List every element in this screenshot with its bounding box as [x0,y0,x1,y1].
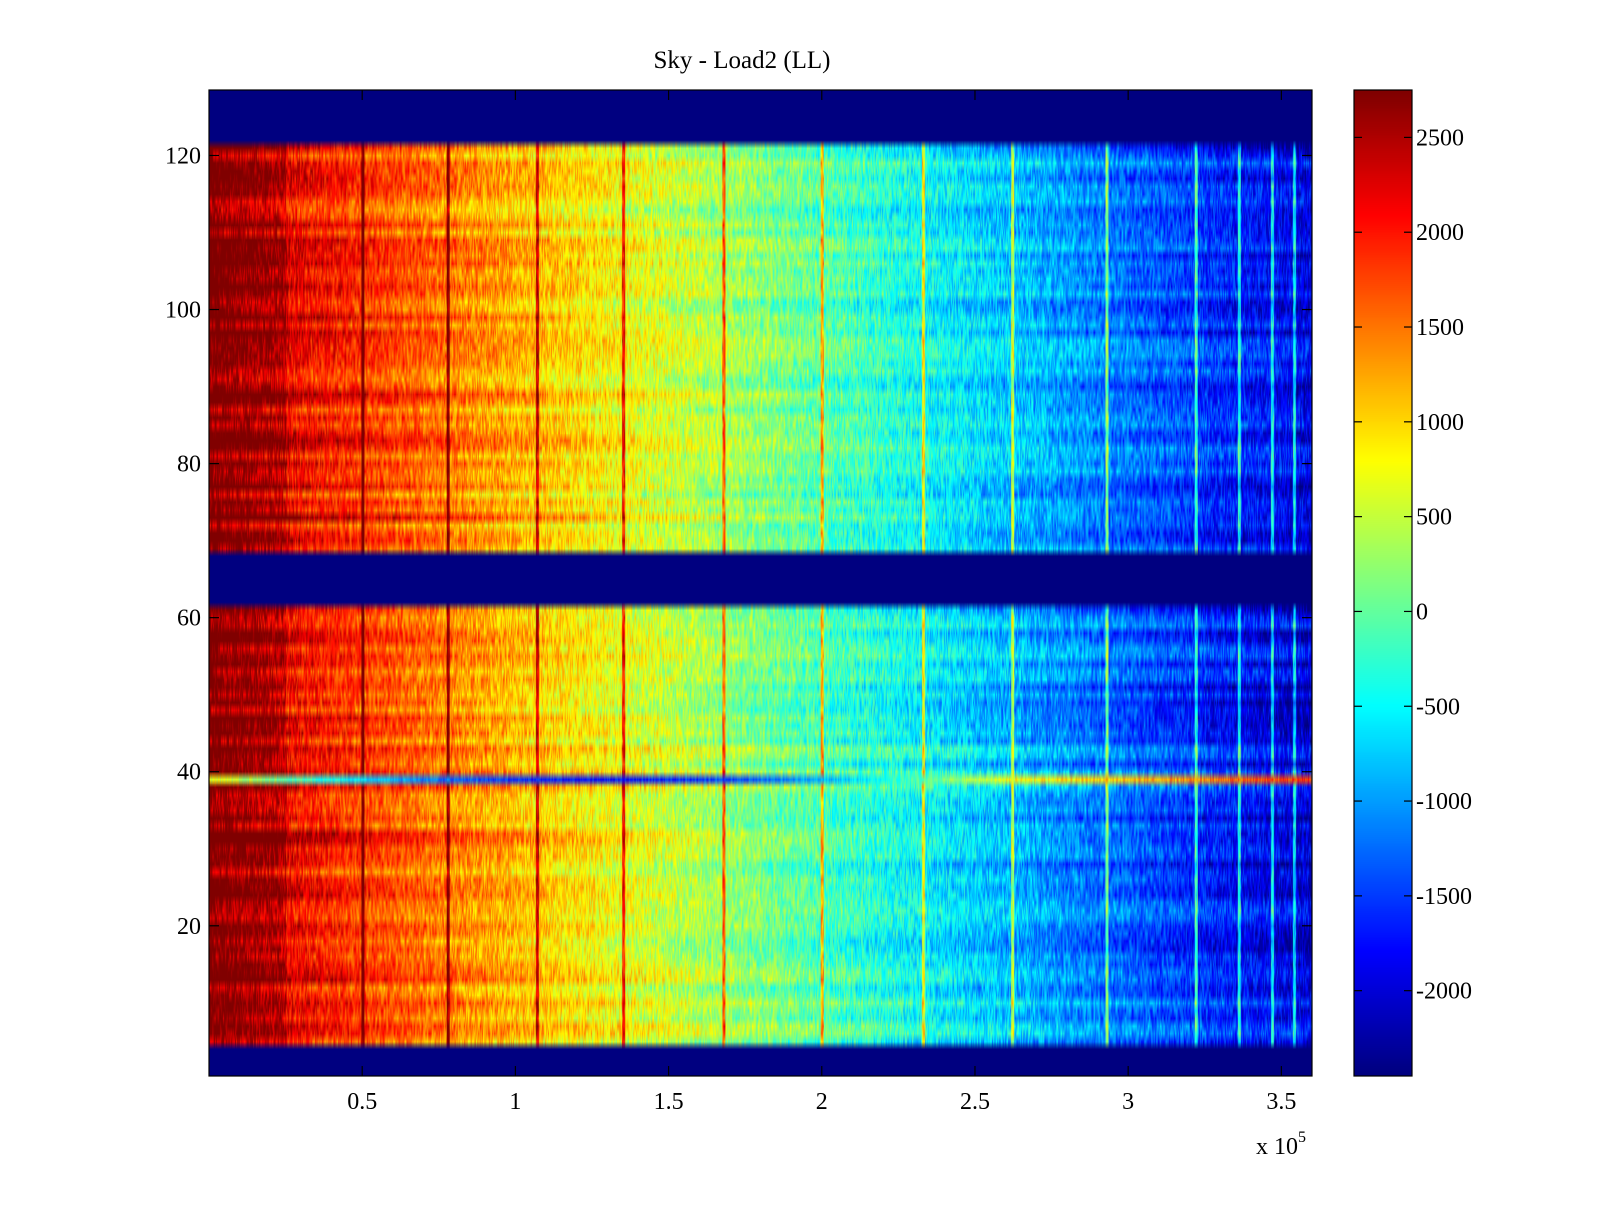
colorbar-tick-label: 1000 [1416,410,1464,436]
x-tick-label: 1 [509,1089,521,1115]
y-tick-label: 80 [177,452,201,478]
x-tick-label: 3 [1122,1089,1134,1115]
colorbar-tick-label: 2000 [1416,220,1464,246]
x-multiplier-label: x 105 [1256,1129,1306,1160]
colorbar-tick-label: -1500 [1416,884,1472,910]
colorbar-tick-label: -500 [1416,694,1460,720]
y-tick-label: 40 [177,760,201,786]
colorbar-frame [1353,89,1413,1077]
x-tick-label: 2.5 [960,1089,990,1115]
x-tick-label: 3.5 [1266,1089,1296,1115]
colorbar-tick-label: 1500 [1416,315,1464,341]
colorbar-tick-label: -2000 [1416,979,1472,1005]
plot-frame [208,89,1313,1077]
y-tick-label: 120 [165,143,201,169]
x-multiplier-exponent: 5 [1298,1129,1306,1146]
heatmap-raster [209,90,1312,1076]
colorbar-axis: 2500 2000 1500 1000 500 0 -500 -1000 -1500 -2000 [1354,125,1472,1005]
x-tick-label: 0.5 [347,1089,377,1115]
chart-title: Sky - Load2 (LL) [653,47,830,74]
colorbar-tick-label: 0 [1416,599,1428,625]
y-tick-label: 20 [177,914,201,940]
colorbar-tick-label: -1000 [1416,789,1472,815]
x-tick-label: 1.5 [654,1089,684,1115]
colorbar-gradient [1354,90,1412,1076]
y-axis: 20 40 60 80 100 120 [165,143,1312,940]
y-tick-label: 60 [177,606,201,632]
x-tick-label: 2 [816,1089,828,1115]
y-tick-label: 100 [165,298,201,324]
colorbar-tick-label: 500 [1416,505,1452,531]
x-multiplier-base: x 10 [1256,1134,1298,1160]
colorbar-tick-label: 2500 [1416,125,1464,151]
x-axis: 0.5 1 1.5 2 2.5 3 3.5 [347,90,1296,1115]
